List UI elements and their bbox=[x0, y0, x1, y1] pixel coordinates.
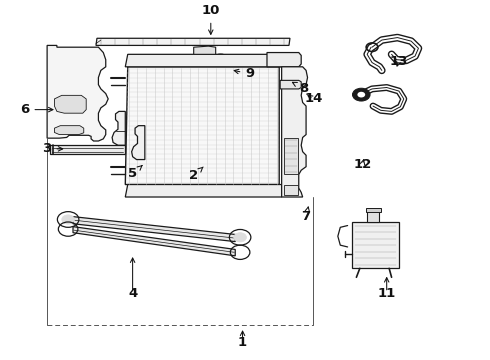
Circle shape bbox=[352, 88, 370, 101]
Text: 4: 4 bbox=[128, 287, 137, 301]
Circle shape bbox=[62, 215, 74, 224]
Text: 2: 2 bbox=[189, 167, 203, 182]
Polygon shape bbox=[54, 95, 86, 113]
Polygon shape bbox=[125, 185, 282, 197]
Circle shape bbox=[357, 92, 365, 98]
Text: 7: 7 bbox=[301, 207, 311, 223]
Polygon shape bbox=[73, 217, 235, 242]
Text: 10: 10 bbox=[201, 4, 220, 17]
Polygon shape bbox=[73, 226, 235, 256]
Text: 6: 6 bbox=[20, 103, 53, 116]
Polygon shape bbox=[112, 111, 125, 145]
Text: 8: 8 bbox=[293, 82, 308, 95]
Polygon shape bbox=[96, 38, 290, 45]
Bar bbox=[366, 208, 381, 212]
Text: 5: 5 bbox=[128, 166, 142, 180]
Polygon shape bbox=[125, 54, 282, 67]
Circle shape bbox=[283, 82, 290, 87]
Polygon shape bbox=[280, 80, 301, 89]
Bar bbox=[352, 222, 399, 268]
Polygon shape bbox=[132, 126, 145, 159]
Text: 1: 1 bbox=[238, 336, 247, 348]
Text: 12: 12 bbox=[353, 158, 371, 171]
Text: 3: 3 bbox=[42, 142, 63, 156]
Polygon shape bbox=[282, 67, 308, 197]
Polygon shape bbox=[47, 45, 108, 141]
Bar bbox=[367, 211, 379, 222]
Text: 11: 11 bbox=[378, 287, 396, 301]
Polygon shape bbox=[284, 138, 298, 174]
Polygon shape bbox=[194, 46, 216, 54]
Polygon shape bbox=[54, 126, 84, 135]
Text: 9: 9 bbox=[234, 67, 254, 80]
Circle shape bbox=[234, 233, 246, 242]
Text: 14: 14 bbox=[304, 93, 322, 105]
Text: 13: 13 bbox=[390, 55, 408, 68]
Polygon shape bbox=[284, 185, 298, 195]
Polygon shape bbox=[49, 145, 125, 154]
Polygon shape bbox=[267, 53, 301, 67]
Polygon shape bbox=[125, 67, 279, 185]
